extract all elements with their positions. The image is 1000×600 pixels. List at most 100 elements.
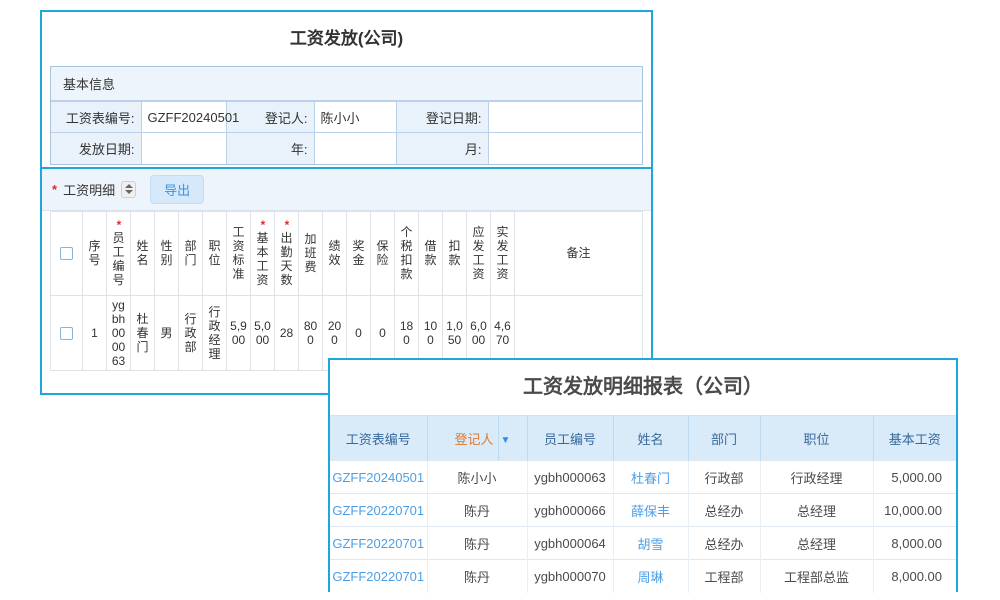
col-deduction: 扣款 bbox=[442, 210, 467, 296]
required-asterisk: * bbox=[52, 181, 58, 197]
salary-form-panel: 工资发放(公司) 基本信息 工资表编号: GZFF20240501 登记人: 陈… bbox=[40, 10, 653, 395]
dept-cell: 总经办 bbox=[688, 493, 761, 527]
salary-detail-table: 序号 * 员工编号 姓名 性别 部门 职位 工资标准 * 基本工资 * 出勤天数 加班… bbox=[50, 210, 643, 371]
year-label: 年: bbox=[225, 132, 315, 164]
registrar-cell: 陈丹 bbox=[427, 493, 528, 527]
payroll-no-label: 工资表编号: bbox=[51, 101, 142, 133]
col-tax: 个税扣款 bbox=[394, 210, 419, 296]
base-salary-cell: 8,000.00 bbox=[873, 559, 956, 593]
col-loan: 借款 bbox=[418, 210, 443, 296]
cell-attend-days: 28 bbox=[274, 294, 299, 371]
col-bonus: 奖金 bbox=[346, 210, 371, 296]
col-gender: 性别 bbox=[154, 210, 179, 296]
cell-bonus: 0 bbox=[346, 294, 371, 371]
employee-name-link[interactable]: 周琳 bbox=[613, 559, 689, 593]
basic-info-grid: 工资表编号: GZFF20240501 登记人: 陈小小 登记日期: 发放日期:… bbox=[51, 101, 642, 164]
position-cell: 工程部总监 bbox=[760, 559, 874, 593]
cell-deduction: 1,050 bbox=[442, 294, 467, 371]
export-button[interactable]: 导出 bbox=[150, 174, 205, 204]
report-col-position[interactable]: 职位 bbox=[760, 415, 874, 461]
sort-spinner-icon[interactable] bbox=[121, 180, 137, 198]
row-checkbox[interactable] bbox=[60, 326, 73, 340]
col-net-pay: 实发工资 bbox=[490, 210, 515, 296]
basic-info-box: 基本信息 工资表编号: GZFF20240501 登记人: 陈小小 登记日期: … bbox=[50, 66, 643, 165]
detail-toolbar: * 工资明细 导出 bbox=[42, 168, 651, 211]
dept-cell: 行政部 bbox=[688, 460, 761, 494]
payroll-no-link[interactable]: GZFF20220701 bbox=[330, 559, 428, 593]
col-seq: 序号 bbox=[82, 210, 107, 296]
payroll-no-link[interactable]: GZFF20220701 bbox=[330, 493, 428, 527]
report-title: 工资发放明细报表（公司） bbox=[523, 376, 763, 398]
employee-name-link[interactable]: 薛保丰 bbox=[613, 493, 689, 527]
registrar-cell: 陈丹 bbox=[427, 559, 528, 593]
cell-insurance: 0 bbox=[370, 294, 395, 371]
cell-emp-no: ygbh000063 bbox=[106, 294, 131, 371]
cell-remark bbox=[514, 294, 643, 371]
registrar-field[interactable]: 陈小小 bbox=[313, 101, 397, 133]
cell-position: 行政经理 bbox=[202, 294, 227, 371]
detail-header-row: 序号 * 员工编号 姓名 性别 部门 职位 工资标准 * 基本工资 * 出勤天数 加班… bbox=[50, 210, 643, 296]
year-field[interactable] bbox=[313, 132, 397, 164]
col-insurance: 保险 bbox=[370, 210, 395, 296]
payroll-no-field[interactable]: GZFF20240501 bbox=[140, 101, 239, 133]
issue-date-field[interactable] bbox=[140, 132, 227, 164]
col-salary-std: 工资标准 bbox=[226, 210, 251, 296]
position-cell: 总经理 bbox=[760, 493, 874, 527]
select-all-cell bbox=[50, 210, 83, 296]
cell-loan: 100 bbox=[418, 294, 443, 371]
registrar-label: 登记人: bbox=[225, 101, 315, 133]
cell-dept: 行政部 bbox=[178, 294, 203, 371]
payroll-no-link[interactable]: GZFF20240501 bbox=[330, 460, 428, 494]
sort-desc-icon[interactable]: ▼ bbox=[498, 415, 528, 461]
dept-cell: 工程部 bbox=[688, 559, 761, 593]
form-title: 工资发放(公司) bbox=[289, 29, 404, 48]
emp-no-cell: ygbh000064 bbox=[527, 526, 614, 560]
report-col-name[interactable]: 姓名 bbox=[613, 415, 689, 461]
emp-no-cell: ygbh000063 bbox=[527, 460, 614, 494]
col-remark: 备注 bbox=[514, 210, 643, 296]
cell-overtime: 800 bbox=[298, 294, 323, 371]
report-table: 工资表编号 登记人 ▼ 员工编号 姓名 部门 职位 基本工资 GZFF20240… bbox=[330, 415, 956, 593]
dept-cell: 总经办 bbox=[688, 526, 761, 560]
employee-name-link[interactable]: 胡雪 bbox=[613, 526, 689, 560]
col-overtime: 加班费 bbox=[298, 210, 323, 296]
report-col-dept[interactable]: 部门 bbox=[688, 415, 761, 461]
report-col-registrar[interactable]: 登记人 bbox=[427, 415, 499, 461]
detail-section-title: 工资明细 bbox=[63, 182, 116, 198]
payroll-no-link[interactable]: GZFF20220701 bbox=[330, 526, 428, 560]
cell-tax: 180 bbox=[394, 294, 419, 371]
register-date-field[interactable] bbox=[487, 101, 642, 133]
report-row: GZFF20220701 陈丹 ygbh000064 胡雪 总经办 总经理 8,… bbox=[330, 526, 956, 560]
base-salary-cell: 10,000.00 bbox=[873, 493, 956, 527]
col-emp-no: * 员工编号 bbox=[106, 210, 131, 296]
row-select-cell bbox=[50, 294, 83, 371]
emp-no-cell: ygbh000066 bbox=[527, 493, 614, 527]
select-all-checkbox[interactable] bbox=[60, 247, 73, 261]
report-col-emp-no[interactable]: 员工编号 bbox=[527, 415, 614, 461]
emp-no-cell: ygbh000070 bbox=[527, 559, 614, 593]
month-label: 月: bbox=[395, 132, 489, 164]
employee-name-link[interactable]: 杜春门 bbox=[613, 460, 689, 494]
cell-salary-std: 5,900 bbox=[226, 294, 251, 371]
base-salary-cell: 5,000.00 bbox=[873, 460, 956, 494]
cell-gender: 男 bbox=[154, 294, 179, 371]
basic-info-section: 工资发放(公司) 基本信息 工资表编号: GZFF20240501 登记人: 陈… bbox=[42, 12, 651, 169]
cell-net-pay: 4,670 bbox=[490, 294, 515, 371]
month-field[interactable] bbox=[487, 132, 642, 164]
issue-date-label: 发放日期: bbox=[51, 132, 142, 164]
position-cell: 总经理 bbox=[760, 526, 874, 560]
register-date-label: 登记日期: bbox=[395, 101, 489, 133]
report-col-base-salary[interactable]: 基本工资 bbox=[873, 415, 956, 461]
salary-report-panel: 工资发放明细报表（公司） 工资表编号 登记人 ▼ 员工编号 姓名 部门 职位 基… bbox=[328, 358, 958, 593]
report-row: GZFF20220701 陈丹 ygbh000066 薛保丰 总经办 总经理 1… bbox=[330, 493, 956, 527]
col-base-salary: * 基本工资 bbox=[250, 210, 275, 296]
col-payable: 应发工资 bbox=[466, 210, 491, 296]
basic-info-header: 基本信息 bbox=[51, 67, 642, 101]
report-row: GZFF20240501 陈小小 ygbh000063 杜春门 行政部 行政经理… bbox=[330, 460, 956, 494]
position-cell: 行政经理 bbox=[760, 460, 874, 494]
report-col-payroll-no[interactable]: 工资表编号 bbox=[330, 415, 428, 461]
cell-seq: 1 bbox=[82, 294, 107, 371]
base-salary-cell: 8,000.00 bbox=[873, 526, 956, 560]
registrar-cell: 陈小小 bbox=[427, 460, 528, 494]
col-name: 姓名 bbox=[130, 210, 155, 296]
